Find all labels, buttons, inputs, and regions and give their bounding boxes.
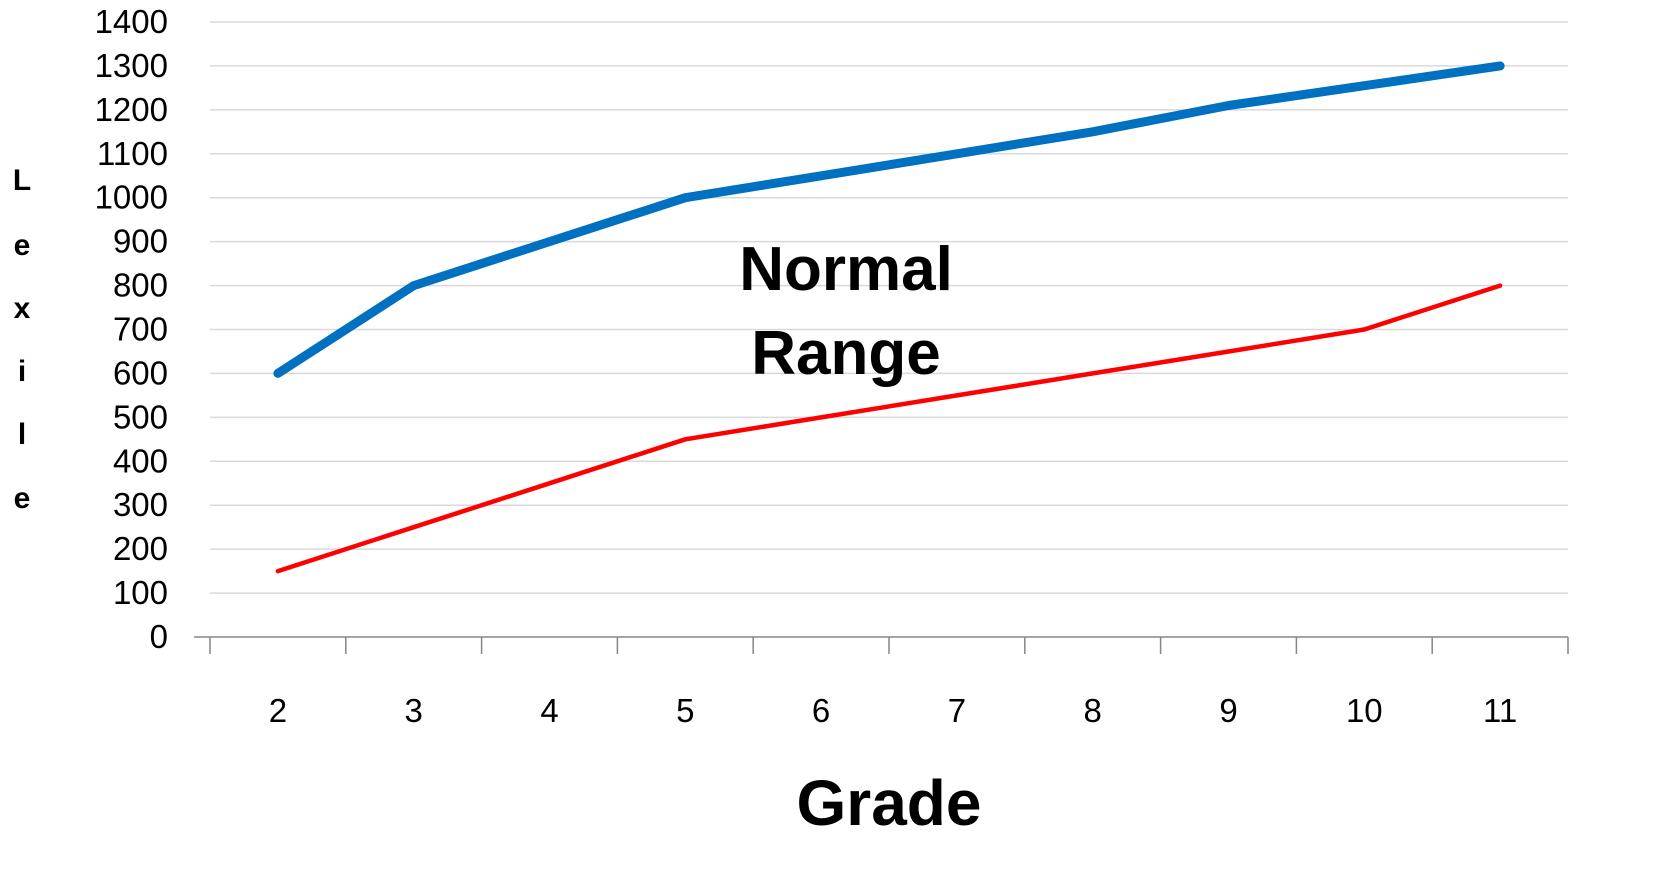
x-tick-label: 8 [1084,692,1102,729]
y-axis-label-letter: l [18,418,26,451]
annotation-text: Range [751,319,940,388]
y-tick-label: 300 [113,486,168,523]
y-tick-label: 600 [113,354,168,391]
y-tick-label: 1000 [95,179,168,216]
axes [194,636,1569,654]
x-tick-labels: 2 3 4 5 6 7 8 9 10 11 [269,692,1518,729]
x-tick-label: 6 [812,692,830,729]
x-tick-label: 7 [948,692,966,729]
y-axis-label-letter: e [14,482,31,515]
x-tick-label: 4 [540,692,558,729]
y-axis-label-letter: L [13,164,31,197]
y-tick-label: 500 [113,398,168,435]
y-tick-label: 800 [113,267,168,304]
x-tick-label: 11 [1483,692,1517,729]
x-tick-label: 10 [1346,692,1383,729]
y-tick-labels: 0 100 200 300 400 500 600 700 800 900 1000 1100 1200… [95,3,168,655]
series-line-1 [273,61,1505,378]
y-tick-label: 0 [150,618,168,655]
y-tick-label: 100 [113,574,168,611]
y-tick-label: 1400 [95,3,168,40]
annotation-text: Normal [739,235,953,304]
x-tick-label: 9 [1219,692,1237,729]
y-tick-label: 1300 [95,47,168,84]
y-axis-label-letter: x [14,292,31,325]
series-lines [273,61,1505,574]
y-tick-label: 700 [113,311,168,348]
y-tick-label: 1100 [97,135,168,172]
y-axis-label-letter: i [18,355,26,388]
x-tick-label: 2 [269,692,287,729]
y-tick-label: 400 [113,442,168,479]
x-axis-label: Grade [797,767,982,839]
y-tick-label: 200 [113,530,168,567]
series-line-2 [275,283,1503,574]
annotations: Normal Range [739,235,953,388]
y-tick-label: 1200 [95,91,168,128]
y-tick-label: 900 [113,223,168,260]
x-tick-label: 3 [405,692,423,729]
y-axis-label-letter: e [14,229,31,262]
grid-lines [210,21,1568,594]
x-tick-label: 5 [676,692,694,729]
